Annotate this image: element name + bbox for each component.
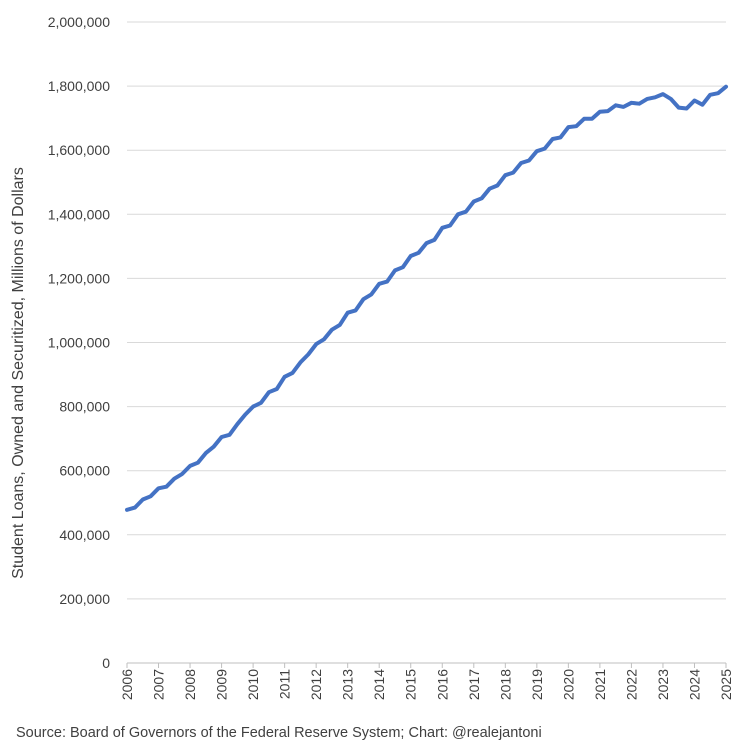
x-tick-label: 2018 bbox=[497, 669, 513, 700]
data-series bbox=[125, 84, 728, 512]
x-tick-label: 2020 bbox=[560, 669, 576, 700]
series-line bbox=[125, 84, 728, 512]
y-tick-label: 1,600,000 bbox=[48, 142, 110, 158]
x-tick-label: 2012 bbox=[308, 669, 324, 700]
x-tick-label: 2015 bbox=[403, 669, 419, 700]
x-tick-label: 2021 bbox=[592, 669, 608, 700]
x-tick-label: 2006 bbox=[119, 669, 135, 700]
y-tick-label: 200,000 bbox=[59, 591, 110, 607]
x-tick-label: 2009 bbox=[214, 669, 230, 700]
y-tick-label: 1,400,000 bbox=[48, 206, 110, 222]
x-tick-label: 2011 bbox=[277, 669, 293, 699]
x-tick-label: 2024 bbox=[686, 669, 702, 700]
y-tick-label: 400,000 bbox=[59, 527, 110, 543]
y-tick-label: 1,800,000 bbox=[48, 78, 110, 94]
x-tick-label: 2023 bbox=[655, 669, 671, 700]
y-tick-label: 600,000 bbox=[59, 463, 110, 479]
x-axis-tick-labels: 2006 2007 2008 2009 2010 2011 2012 2013 2014 2015… bbox=[119, 669, 734, 700]
y-tick-label: 0 bbox=[102, 655, 110, 671]
y-axis-tick-labels: 0 200,000 400,000 600,000 800,000 1,000,000 1,… bbox=[48, 14, 111, 671]
source-note: Source: Board of Governors of the Federa… bbox=[16, 725, 542, 741]
x-tick-label: 2017 bbox=[466, 669, 482, 700]
y-axis-title: Student Loans, Owned and Securitized, Mi… bbox=[10, 167, 27, 579]
x-tick-label: 2016 bbox=[434, 669, 450, 700]
x-tick-label: 2022 bbox=[623, 669, 639, 700]
x-tick-label: 2008 bbox=[182, 669, 198, 700]
gridlines bbox=[126, 21, 727, 668]
x-tick-label: 2014 bbox=[371, 669, 387, 700]
x-tick-label: 2007 bbox=[151, 669, 167, 700]
y-tick-label: 2,000,000 bbox=[48, 14, 110, 30]
x-tick-label: 2025 bbox=[718, 669, 734, 700]
x-tick-label: 2010 bbox=[245, 669, 261, 700]
x-tick-label: 2013 bbox=[340, 669, 356, 700]
y-tick-label: 1,200,000 bbox=[48, 270, 110, 286]
y-tick-label: 800,000 bbox=[59, 399, 110, 415]
x-tick-label: 2019 bbox=[529, 669, 545, 700]
y-tick-label: 1,000,000 bbox=[48, 335, 110, 351]
